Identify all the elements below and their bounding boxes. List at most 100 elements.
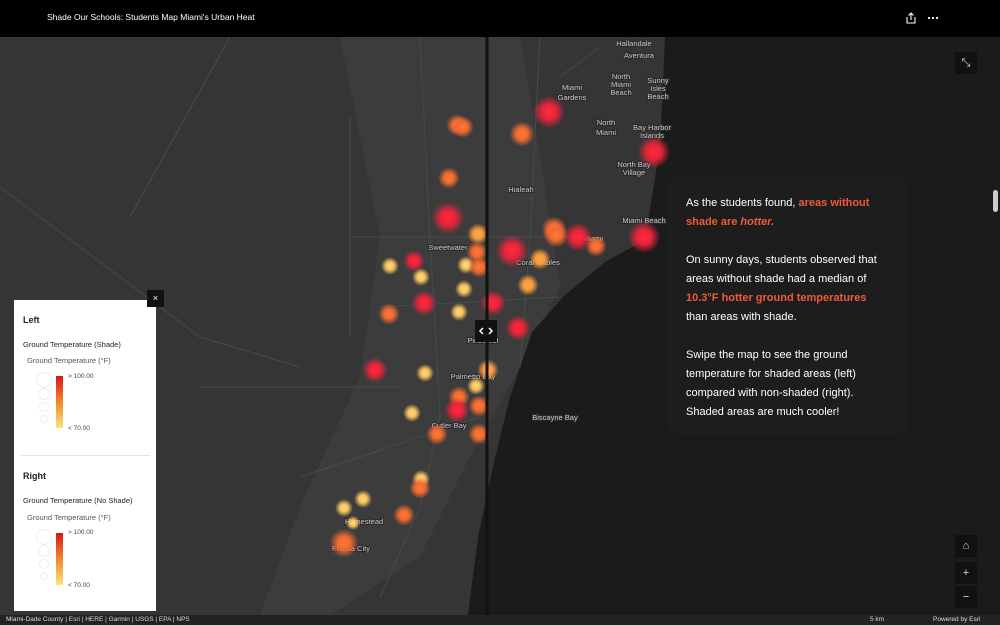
highlight: 10.3°F hotter ground temperatures xyxy=(686,292,867,304)
place-label: Miami xyxy=(596,128,616,137)
legend-close-button[interactable]: × xyxy=(147,290,164,307)
sample-point xyxy=(585,235,607,257)
sample-point xyxy=(426,423,448,445)
swipe-handle[interactable] xyxy=(475,320,497,342)
legend-high: > 100.00 xyxy=(68,529,94,536)
legend-field: Ground Temperature (°F) xyxy=(27,513,111,522)
story-panel: As the students found, areas without sha… xyxy=(667,177,908,436)
place-label: Beach xyxy=(610,88,631,97)
sample-point xyxy=(393,504,415,526)
zoom-in-button[interactable]: + xyxy=(955,562,977,584)
sample-point xyxy=(532,95,566,129)
place-label: Hallandale xyxy=(616,39,651,48)
sample-point xyxy=(563,222,593,252)
text: On sunny days, students observed that ar… xyxy=(686,254,877,285)
place-label: Islands xyxy=(640,131,664,140)
legend-heading: Right xyxy=(23,471,46,481)
highlight: areas without shade are xyxy=(686,197,870,228)
legend-size xyxy=(38,388,50,400)
legend-ramp xyxy=(56,376,63,428)
place-label: Miami xyxy=(562,83,582,92)
attribution: Miami-Dade County | Esri | HERE | Garmin… xyxy=(6,616,190,623)
sample-point xyxy=(438,167,460,189)
sample-point xyxy=(468,395,490,417)
urban-area xyxy=(260,37,560,615)
place-label: Beach xyxy=(647,92,668,101)
legend-size xyxy=(38,545,50,557)
legend-size xyxy=(39,402,49,412)
sample-point xyxy=(509,121,535,147)
legend-high: > 100.00 xyxy=(68,373,94,380)
legend-size xyxy=(36,529,52,545)
fullscreen-button[interactable]: ⤡ xyxy=(955,52,977,74)
sample-point xyxy=(468,256,490,278)
place-label: Sunny xyxy=(647,76,669,85)
sample-point xyxy=(505,315,531,341)
place-label: Sweetwater xyxy=(428,243,468,252)
sample-point xyxy=(403,250,425,272)
place-label: Palmetto Bay xyxy=(451,372,496,381)
sample-point xyxy=(450,303,468,321)
place-label: Biscayne Bay xyxy=(532,413,578,422)
place-label: Cutler Bay xyxy=(431,421,466,430)
place-label: Isles xyxy=(650,84,666,93)
scrollbar[interactable] xyxy=(993,190,998,212)
paragraph: On sunny days, students observed that ar… xyxy=(686,251,889,327)
legend-size xyxy=(40,415,48,423)
legend-low: < 70.00 xyxy=(68,582,90,589)
legend-low: < 70.00 xyxy=(68,425,90,432)
legend-size xyxy=(39,559,49,569)
legend-layer: Ground Temperature (Shade) xyxy=(23,340,121,349)
sample-point xyxy=(467,223,489,245)
legend-size xyxy=(36,372,52,388)
page-title: Shade Our Schools: Students Map Miami's … xyxy=(47,12,255,22)
sample-point xyxy=(409,477,431,499)
sample-point xyxy=(480,290,506,316)
sample-point xyxy=(416,364,434,382)
sample-point xyxy=(362,357,388,383)
swipe-handle-icon xyxy=(478,327,494,335)
place-label: Miami xyxy=(611,80,631,89)
paragraph: As the students found, areas without sha… xyxy=(686,194,889,232)
place-label: North Bay xyxy=(617,160,651,169)
sample-point xyxy=(381,257,399,275)
sample-point xyxy=(627,220,661,254)
header: Shade Our Schools: Students Map Miami's … xyxy=(0,0,1000,37)
place-label: North xyxy=(612,72,630,81)
sample-point xyxy=(495,234,529,268)
footer: Miami-Dade County | Esri | HERE | Garmin… xyxy=(0,615,1000,625)
place-label: Gardens xyxy=(558,93,587,102)
home-button[interactable]: ⌂ xyxy=(955,535,977,557)
sample-point xyxy=(452,116,474,138)
place-label: Bay Harbor xyxy=(633,123,671,132)
more-button[interactable] xyxy=(926,11,940,25)
powered-by[interactable]: Powered by Esri xyxy=(933,616,981,623)
zoom-out-button[interactable]: − xyxy=(955,586,977,608)
sample-point xyxy=(468,423,490,445)
sample-point xyxy=(517,274,539,296)
legend-field: Ground Temperature (°F) xyxy=(27,356,111,365)
sample-point xyxy=(411,290,437,316)
text: As the students found, xyxy=(686,197,799,209)
place-label: Homestead xyxy=(345,517,383,526)
legend-panel: Left Ground Temperature (Shade) Ground T… xyxy=(14,300,156,611)
sample-point xyxy=(345,515,361,531)
place-label: North xyxy=(597,118,615,127)
sample-point xyxy=(444,397,470,423)
sample-point xyxy=(543,222,569,248)
sample-point xyxy=(431,201,465,235)
legend-size xyxy=(40,572,48,580)
sample-point xyxy=(403,404,421,422)
highlight: hotter. xyxy=(740,216,775,228)
paragraph: Swipe the map to see the ground temperat… xyxy=(686,349,856,418)
place-label: Village xyxy=(623,168,645,177)
sample-point xyxy=(455,280,473,298)
sample-point xyxy=(637,135,671,169)
legend-heading: Left xyxy=(23,315,40,325)
sample-point xyxy=(412,268,430,286)
legend-layer: Ground Temperature (No Shade) xyxy=(23,496,133,505)
sample-point xyxy=(529,248,551,270)
sample-point xyxy=(378,303,400,325)
share-button[interactable] xyxy=(904,11,918,25)
